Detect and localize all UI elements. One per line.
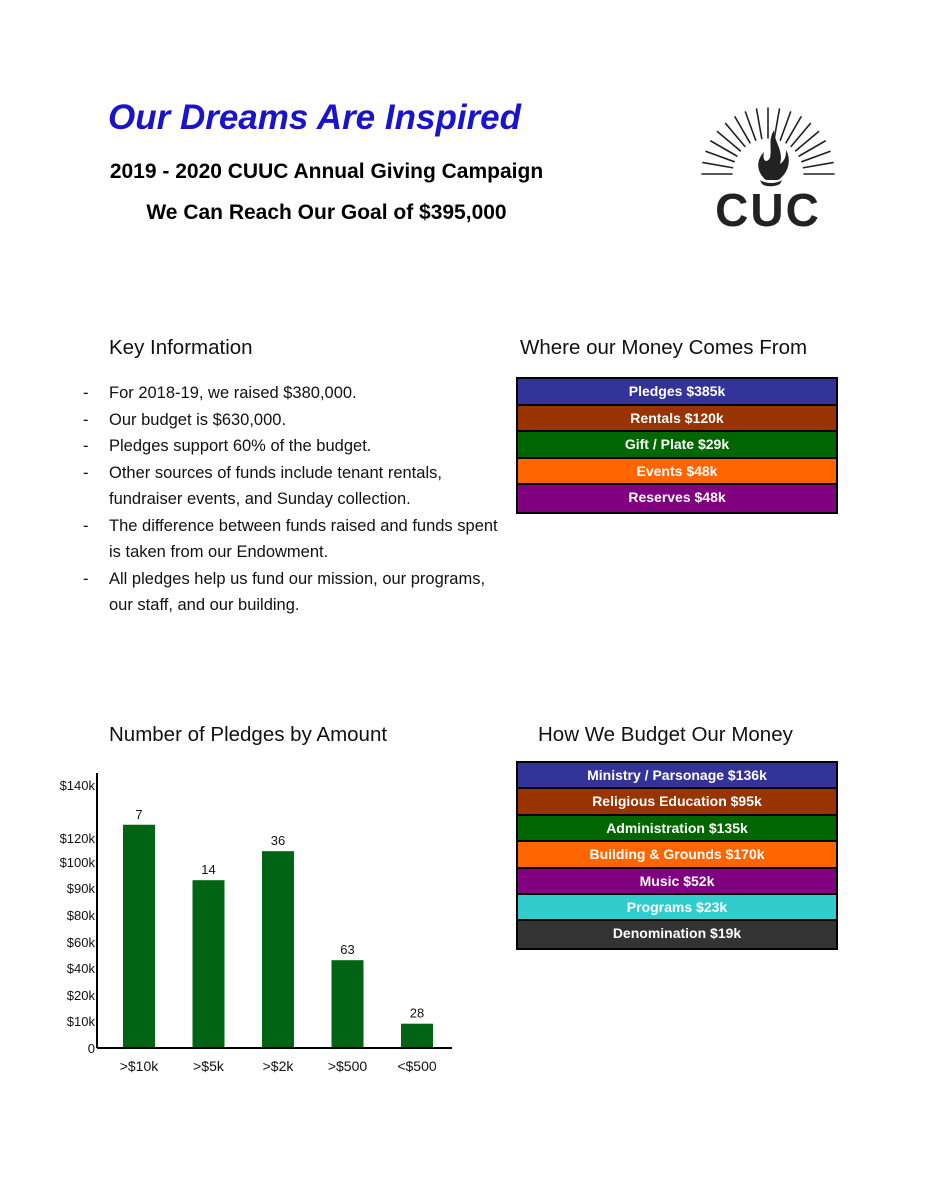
bar-data-label: 36 — [271, 833, 285, 848]
bar-data-label: 14 — [201, 862, 215, 877]
money-sources-title: Where our Money Comes From — [520, 336, 808, 359]
campaign-subtitle: 2019 - 2020 CUUC Annual Giving Campaign — [109, 160, 544, 183]
bar-data-label: 63 — [340, 942, 354, 957]
y-tick-label: 0 — [88, 1041, 95, 1056]
logo-ray — [801, 150, 831, 163]
bar-data-label: 7 — [135, 807, 142, 822]
logo-ray — [702, 161, 734, 169]
logo-ray — [755, 108, 763, 140]
y-tick-label: $60k — [67, 935, 96, 950]
list-item: - Our budget is $630,000. — [80, 407, 500, 434]
logo-ray — [798, 140, 826, 157]
bullet-dash: - — [83, 516, 89, 535]
chart-bar — [401, 1023, 433, 1048]
logo-ray — [785, 116, 802, 144]
y-tick-label: $90k — [67, 881, 96, 896]
budget-title: How We Budget Our Money — [538, 723, 793, 746]
list-item-text: Our budget is $630,000. — [109, 410, 287, 429]
chart-bar — [123, 824, 155, 1048]
budget-music: Music $52k — [518, 868, 836, 895]
x-tick-label: >$2k — [263, 1058, 295, 1074]
bar-data-label: 28 — [410, 1006, 424, 1021]
logo-ray — [716, 130, 742, 152]
page-headline: Our Dreams Are Inspired — [108, 98, 522, 137]
goal-statement: We Can Reach Our Goal of $395,000 — [146, 201, 507, 224]
budget-ministry: Ministry / Parsonage $136k — [518, 763, 836, 790]
logo-ray — [705, 150, 735, 163]
list-item-text: The difference between funds raised and … — [109, 516, 498, 562]
y-tick-label: $140k — [60, 778, 96, 793]
y-tick-label: $20k — [67, 988, 96, 1003]
list-item-text: Pledges support 60% of the budget. — [109, 437, 372, 455]
y-tick-label: $120k — [60, 831, 96, 846]
list-item: - Pledges support 60% of the budget. — [80, 433, 500, 460]
logo-ray — [790, 122, 812, 148]
x-tick-label: >$500 — [328, 1058, 368, 1074]
x-tick-label: >$5k — [193, 1058, 225, 1074]
budget-religious-education: Religious Education $95k — [518, 789, 836, 816]
money-sources-table: Pledges $385k Rentals $120k Gift / Plate… — [516, 377, 838, 514]
logo-ray — [724, 122, 746, 148]
budget-table: Ministry / Parsonage $136k Religious Edu… — [516, 761, 838, 950]
logo-ray — [802, 161, 834, 169]
bullet-dash: - — [83, 569, 89, 588]
chart-bar — [331, 960, 364, 1048]
list-item: - For 2018-19, we raised $380,000. — [80, 380, 500, 407]
x-tick-label: <$500 — [397, 1058, 437, 1074]
budget-denomination: Denomination $19k — [518, 921, 836, 948]
y-tick-label: $10k — [67, 1014, 96, 1029]
list-item-text: All pledges help us fund our mission, ou… — [109, 569, 486, 615]
logo-ray — [773, 108, 781, 140]
bullet-dash: - — [83, 410, 89, 429]
y-tick-label: $80k — [67, 908, 96, 923]
budget-programs: Programs $23k — [518, 894, 836, 922]
budget-administration: Administration $135k — [518, 815, 836, 843]
bullet-dash: - — [83, 437, 89, 455]
logo-ray — [779, 111, 792, 141]
pledges-bar-chart: 0 $10k $20k $40k $60k $80k $90k $100k $120k $140k… — [60, 773, 452, 1074]
pledges-chart-title: Number of Pledges by Amount — [109, 723, 388, 746]
list-item: - All pledges help us fund our mission, o… — [80, 566, 500, 619]
list-item: - The difference between funds raised and… — [80, 513, 500, 566]
logo-ray — [734, 116, 751, 144]
logo-ray — [794, 130, 820, 152]
list-item: - Other sources of funds include tenant r… — [80, 460, 500, 513]
svg-text:CUC: CUC — [715, 184, 821, 230]
source-pledges: Pledges $385k — [518, 379, 836, 406]
logo-ray — [710, 140, 738, 157]
chart-bar — [262, 851, 294, 1048]
source-events: Events $48k — [518, 458, 836, 485]
list-item-text: Other sources of funds include tenant re… — [109, 463, 442, 509]
chart-bar — [192, 880, 225, 1048]
y-tick-label: $40k — [67, 961, 96, 976]
key-information-title: Key Information — [109, 336, 253, 359]
logo-ray — [744, 111, 757, 141]
y-tick-label: $100k — [60, 855, 96, 870]
source-rentals: Rentals $120k — [518, 405, 836, 432]
bullet-dash: - — [83, 384, 89, 402]
source-reserves: Reserves $48k — [518, 485, 836, 512]
budget-building-grounds: Building & Grounds $170k — [518, 842, 836, 869]
key-information-list: - For 2018-19, we raised $380,000. - Our b… — [80, 380, 500, 619]
bullet-dash: - — [83, 463, 89, 482]
x-tick-label: >$10k — [120, 1058, 160, 1074]
source-gift-plate: Gift / Plate $29k — [518, 432, 836, 459]
cuc-logo: CUC — [701, 107, 835, 230]
list-item-text: For 2018-19, we raised $380,000. — [109, 384, 357, 402]
